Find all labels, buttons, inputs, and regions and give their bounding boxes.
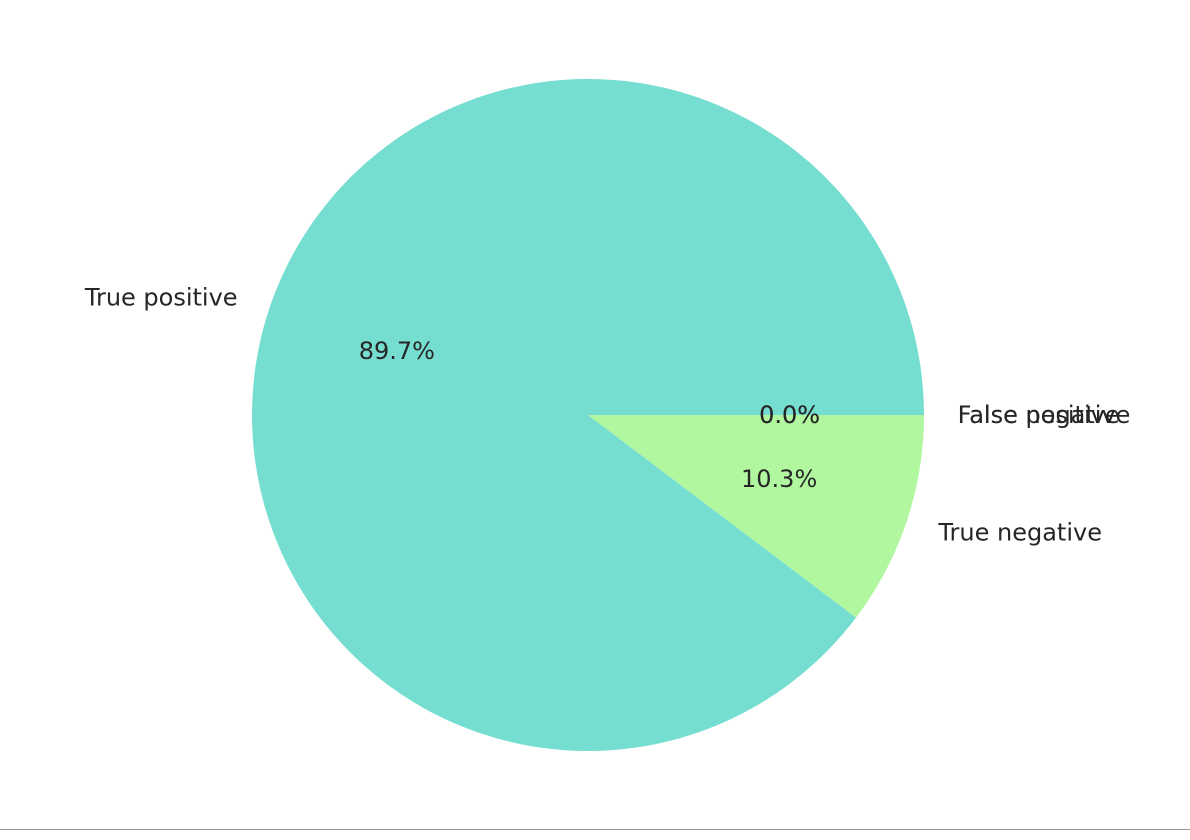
category-label-false-negative: False negative: [958, 401, 1131, 429]
category-label-false-positive: False positive: [958, 401, 1120, 429]
slices-layer: [251, 79, 924, 752]
labels-layer: 89.7% True positive 10.3% True negative 0.0%…: [84, 283, 1131, 546]
pct-label-true-positive: 89.7%: [359, 337, 435, 365]
pct-label-false-negative: 0.0%: [759, 401, 820, 429]
pie-slice-true-positive: [251, 79, 924, 752]
category-label-true-negative: True negative: [937, 519, 1102, 547]
pie-slice-true-negative: [588, 415, 924, 618]
figure-bottom-border: [0, 829, 1190, 830]
category-label-true-positive: True positive: [84, 283, 238, 311]
pct-label-false-positive: 0.0%: [759, 401, 820, 429]
pct-label-true-negative: 10.3%: [741, 465, 817, 493]
